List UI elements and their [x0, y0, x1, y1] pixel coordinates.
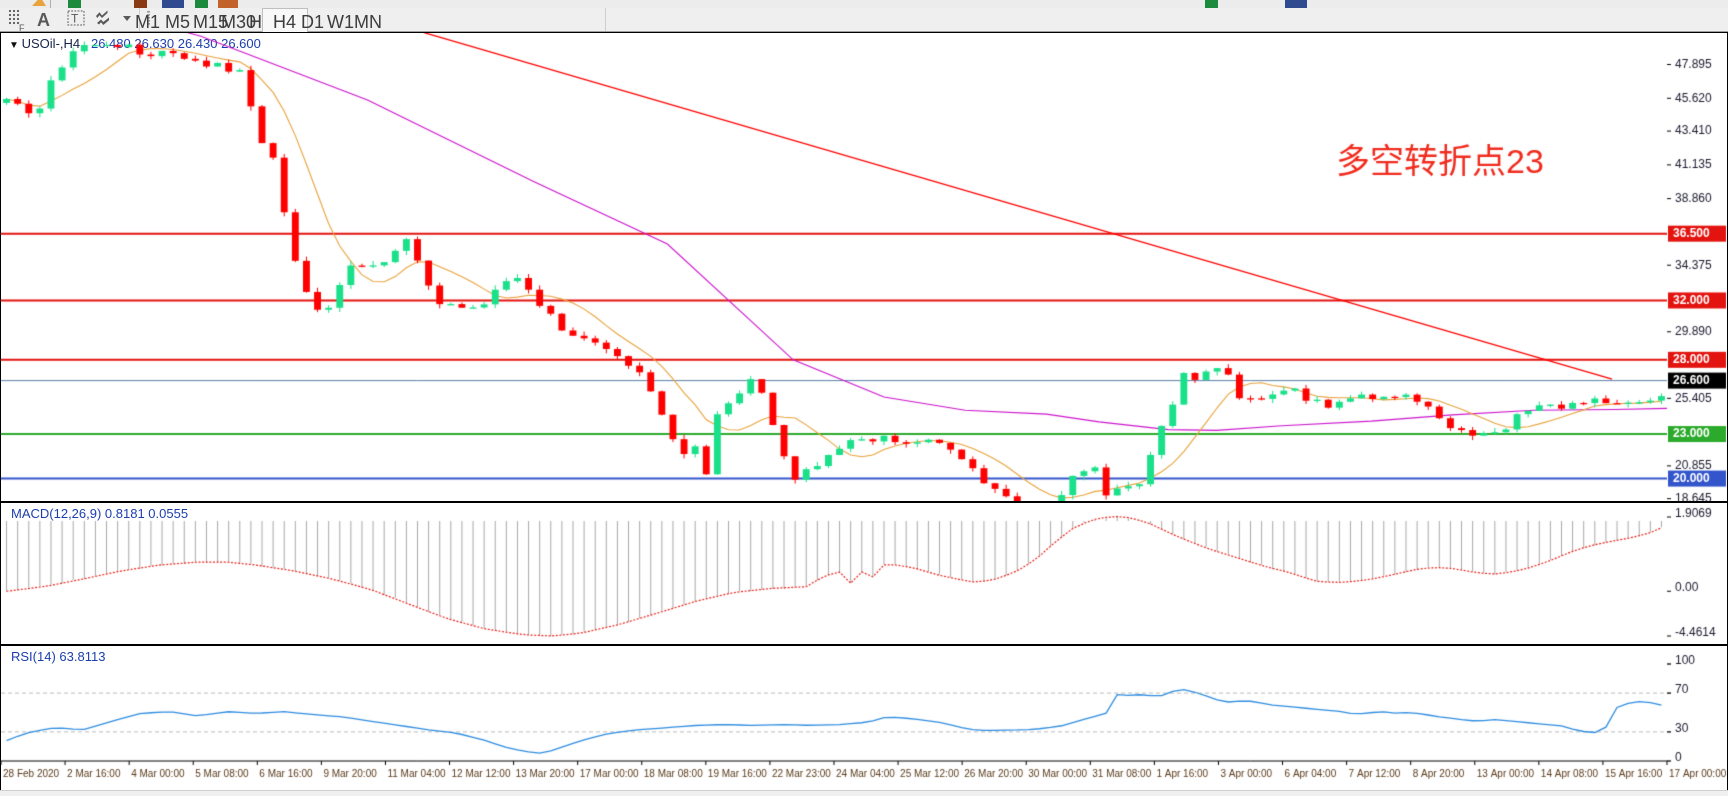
svg-text:F: F — [19, 23, 25, 31]
svg-text:T: T — [71, 12, 79, 26]
